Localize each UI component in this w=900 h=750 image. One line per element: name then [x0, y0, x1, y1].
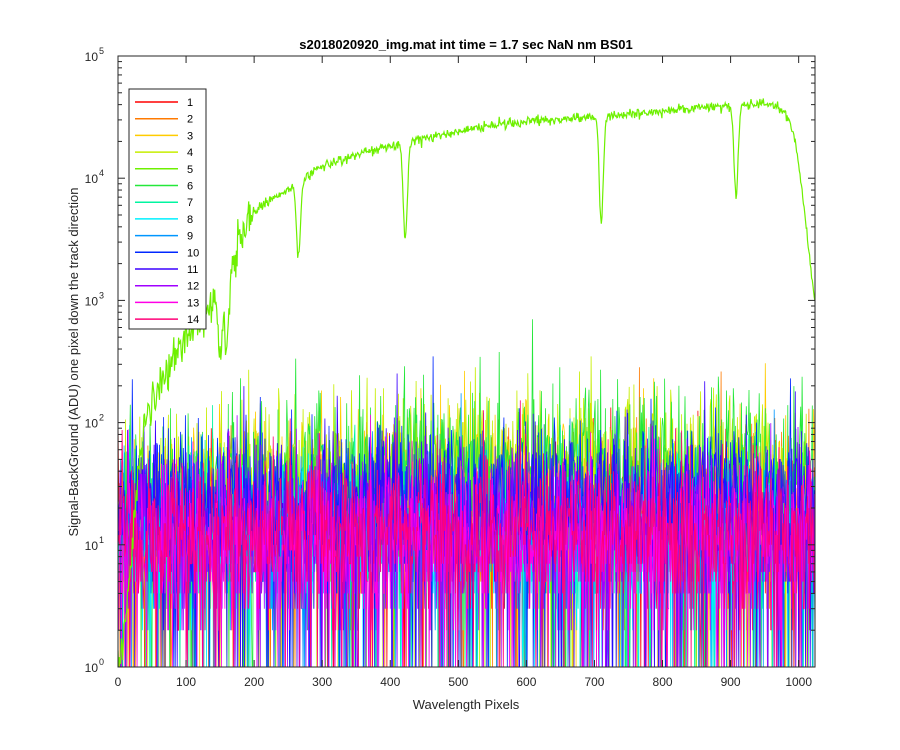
legend-label-4: 4 [187, 147, 193, 159]
legend-label-13: 13 [187, 297, 199, 309]
legend-box [128, 88, 207, 330]
legend-label-8: 8 [187, 214, 193, 226]
y-tick-exponent: 1 [99, 535, 104, 545]
x-tick-label: 1000 [785, 675, 812, 689]
series-5-line [118, 98, 815, 667]
y-tick-label: 10 [85, 172, 99, 186]
y-tick-exponent: 2 [99, 413, 104, 423]
x-tick-label: 100 [176, 675, 196, 689]
legend-label-3: 3 [187, 130, 193, 142]
y-tick-label: 10 [85, 539, 99, 553]
noise-series-layer [118, 319, 815, 667]
legend-label-10: 10 [187, 247, 199, 259]
x-tick-label: 400 [380, 675, 400, 689]
y-tick-exponent: 4 [99, 168, 104, 178]
x-tick-label: 500 [448, 675, 468, 689]
x-tick-label: 600 [516, 675, 536, 689]
x-axis-label: Wavelength Pixels [413, 697, 520, 712]
plot-frame [117, 55, 816, 668]
y-tick-label: 10 [85, 661, 99, 675]
x-tick-label: 300 [312, 675, 332, 689]
y-tick-label: 10 [85, 417, 99, 431]
x-tick-label: 800 [653, 675, 673, 689]
legend-label-9: 9 [187, 231, 193, 243]
legend-label-7: 7 [187, 197, 193, 209]
y-tick-exponent: 0 [99, 657, 104, 667]
legend-label-5: 5 [187, 164, 193, 176]
x-tick-label: 900 [721, 675, 741, 689]
series-14-line [118, 400, 815, 667]
legend-label-2: 2 [187, 114, 193, 126]
y-tick-label: 10 [85, 294, 99, 308]
y-tick-exponent: 3 [99, 290, 104, 300]
x-tick-label: 0 [115, 675, 122, 689]
legend-label-11: 11 [187, 264, 198, 276]
x-tick-label: 200 [244, 675, 264, 689]
legend-label-6: 6 [187, 181, 193, 193]
x-tick-label: 700 [584, 675, 604, 689]
main-series-layer [118, 98, 815, 667]
y-tick-exponent: 5 [99, 46, 104, 56]
legend-label-14: 14 [187, 314, 199, 326]
legend-label-12: 12 [187, 281, 199, 293]
legend-label-1: 1 [187, 97, 193, 109]
chart-title: s2018020920_img.mat int time = 1.7 sec N… [299, 37, 633, 52]
y-axis-label: Signal-BackGround (ADU) one pixel down t… [66, 187, 81, 536]
y-tick-label: 10 [85, 50, 99, 64]
